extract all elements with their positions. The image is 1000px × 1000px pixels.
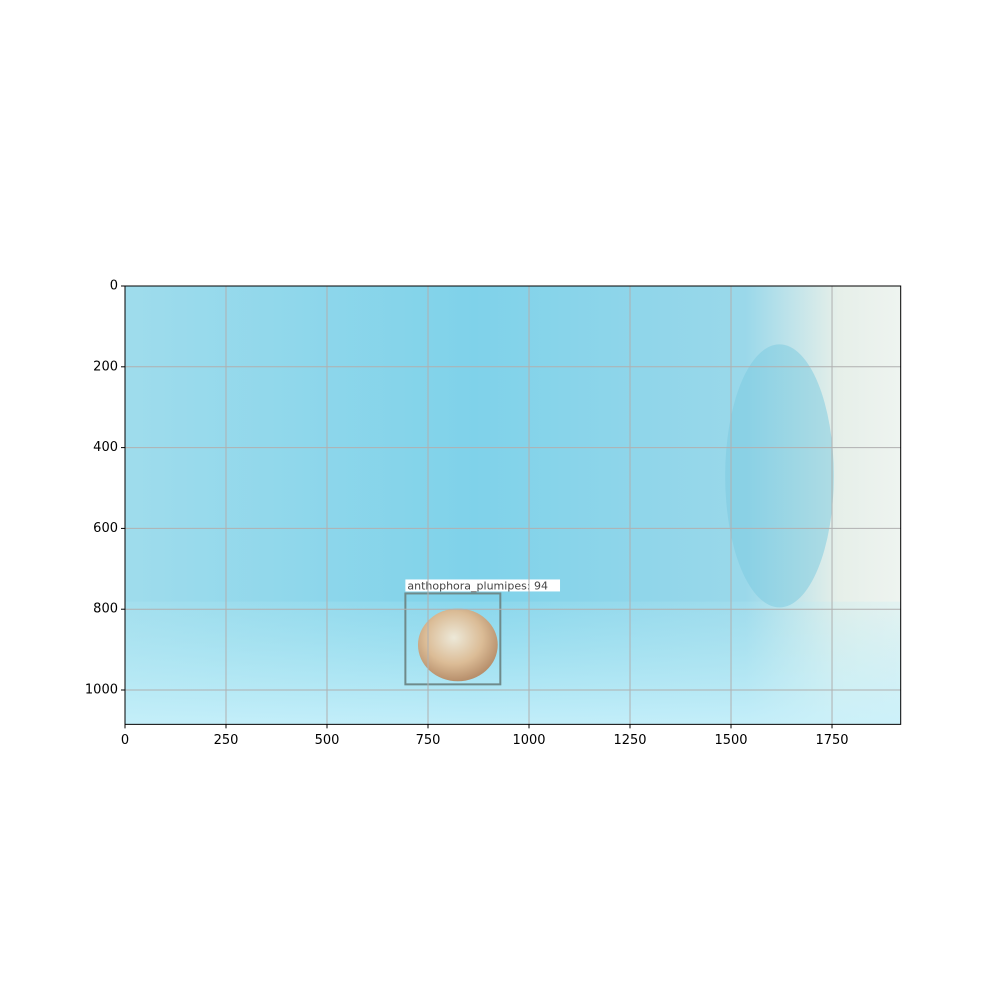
y-tick-label: 0 [110,279,118,294]
x-tick-label: 0 [121,733,129,748]
y-tick-label: 800 [93,602,118,617]
x-tick-label: 1500 [714,733,747,748]
bounding-box [404,592,502,686]
y-tick-label: 600 [93,521,118,536]
x-tick-label: 1250 [613,733,646,748]
image-shadow [725,344,834,608]
x-tick-label: 750 [416,733,441,748]
y-tick-label: 400 [93,440,118,455]
x-tick-label: 500 [315,733,340,748]
detection-label: anthophora_plumipes: 94 [407,579,548,592]
image-floor [125,601,901,725]
y-tick-label: 1000 [85,683,118,698]
object [417,608,498,682]
plot-area: anthophora_plumipes: 94 0 250 500 750 1000 125… [85,279,902,748]
detection: anthophora_plumipes: 94 [404,579,561,686]
x-tick-label: 250 [214,733,239,748]
label-background [405,579,561,592]
axes-frame [124,285,902,725]
x-tick-label: 1750 [815,733,848,748]
y-tick-label: 200 [93,359,118,374]
x-tick-label: 1000 [512,733,545,748]
